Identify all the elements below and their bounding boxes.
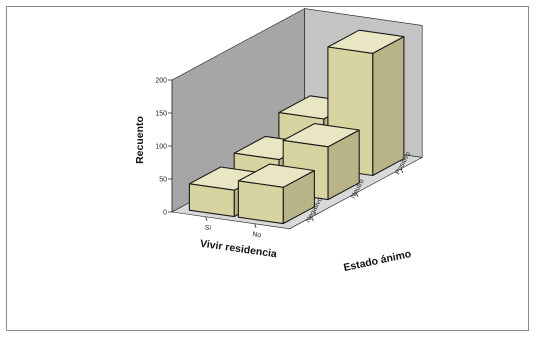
y-tick-label: 100 <box>155 144 167 151</box>
x-category-label: Sí <box>204 224 212 232</box>
x-category-label: No <box>252 231 262 239</box>
z-tick <box>400 168 404 174</box>
bar-front <box>237 180 284 225</box>
x-tick <box>205 216 208 221</box>
y-tick-label: 200 <box>155 78 167 85</box>
y-axis-label: Recuento <box>134 116 146 164</box>
x-axis-label: Vivir residencia <box>199 238 278 261</box>
z-axis-label: Estado ánimo <box>342 248 412 274</box>
bar-front <box>188 183 235 218</box>
z-tick <box>355 192 359 198</box>
z-tick <box>311 216 314 222</box>
bar-side <box>372 36 405 177</box>
x-tick <box>254 223 257 228</box>
y-tick-label: 150 <box>155 111 167 118</box>
bar-no-negativo <box>237 163 315 225</box>
y-tick-label: 0 <box>163 210 167 217</box>
y-tick-label: 50 <box>159 177 167 184</box>
